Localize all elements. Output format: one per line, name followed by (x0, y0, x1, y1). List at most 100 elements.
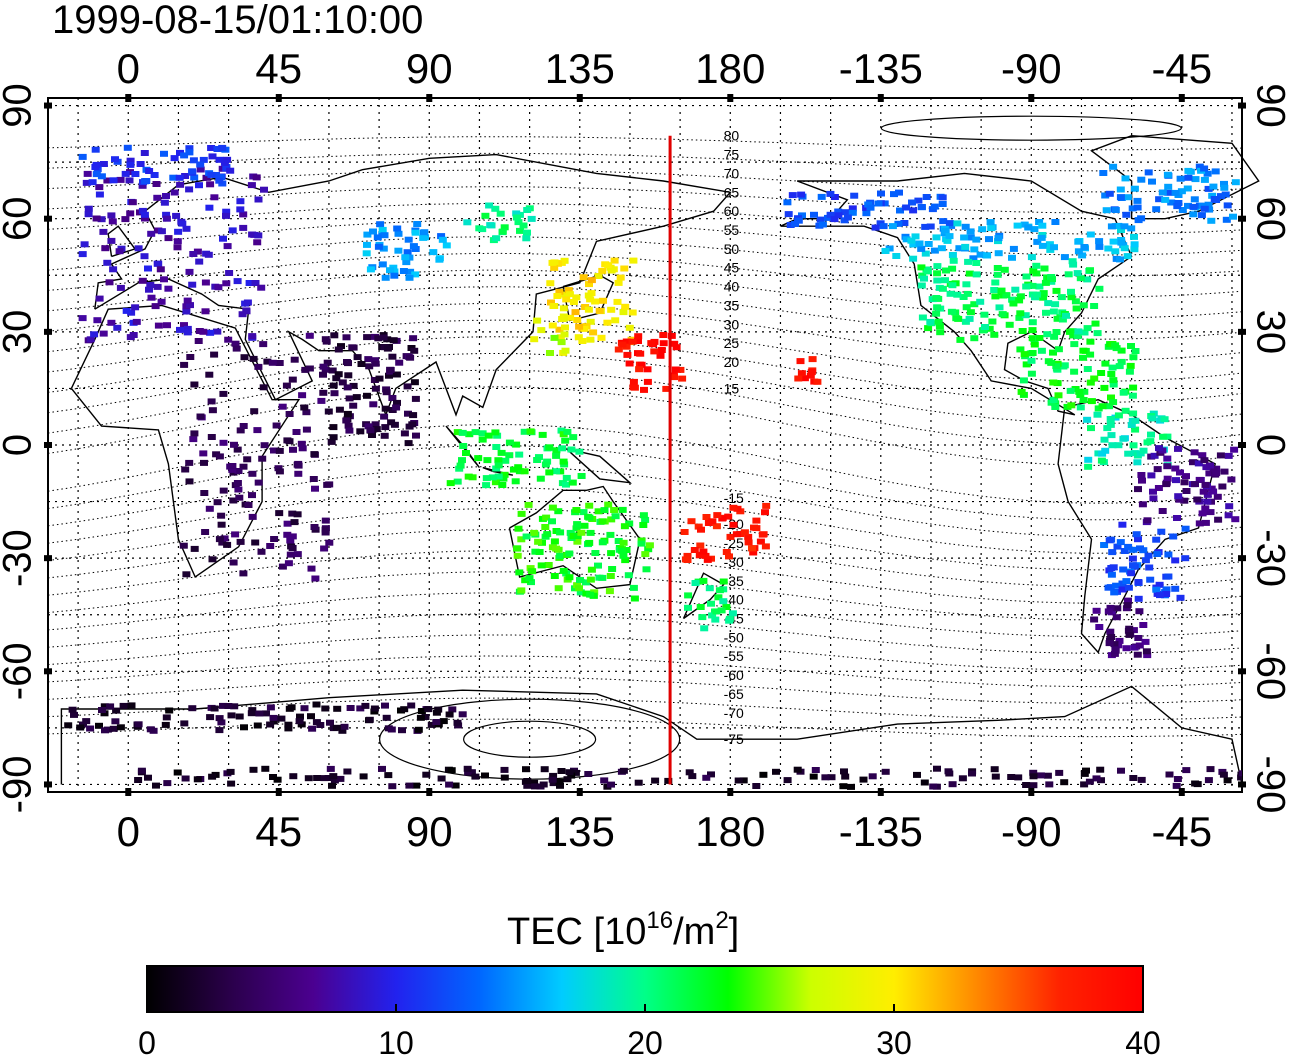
tec-data-point (183, 297, 192, 304)
tec-data-point (225, 270, 234, 276)
tec-data-point (145, 168, 154, 174)
tec-data-point (1022, 273, 1031, 280)
tec-data-point (948, 252, 957, 258)
tec-data-point (1083, 325, 1092, 332)
tec-data-point (494, 462, 503, 469)
tec-data-point (1019, 377, 1028, 384)
tec-data-point (286, 537, 295, 544)
tec-data-point (562, 481, 570, 488)
tec-data-point (1124, 584, 1133, 591)
tec-data-point (434, 706, 443, 713)
tec-data-point (194, 338, 203, 344)
tec-data-point (297, 721, 306, 728)
tec-data-point (1037, 347, 1046, 354)
tec-data-point (511, 478, 520, 485)
tec-data-point (1182, 488, 1191, 494)
tec-data-point (1164, 551, 1173, 558)
tec-data-point (807, 369, 816, 376)
tec-data-point (393, 225, 402, 232)
tec-data-point (659, 332, 668, 338)
tec-data-point (603, 319, 612, 326)
tec-data-point (565, 550, 574, 557)
tec-data-point (122, 307, 131, 314)
lon-tick-label-top: -90 (1001, 45, 1062, 92)
tec-data-point (566, 314, 575, 321)
tec-data-point (796, 358, 805, 365)
tec-data-point (1173, 776, 1182, 782)
tec-data-point (442, 242, 451, 249)
tec-data-point (585, 281, 593, 288)
tec-data-point (576, 577, 584, 583)
tec-data-point (228, 227, 237, 234)
tec-data-point (1173, 203, 1182, 210)
tec-data-point (1052, 287, 1061, 294)
tec-data-point (111, 156, 119, 163)
tec-data-point (600, 507, 609, 514)
tec-data-point (132, 318, 141, 325)
tec-data-point (97, 216, 106, 223)
tec-data-point (1038, 222, 1047, 229)
tec-data-point (1209, 183, 1218, 190)
tec-data-point (1107, 371, 1116, 377)
tec-data-point (641, 551, 650, 558)
tec-data-point (1045, 781, 1054, 788)
tec-data-point (277, 715, 286, 722)
tec-data-point (1127, 225, 1136, 232)
tec-data-point (696, 542, 705, 549)
tec-data-point (1220, 184, 1229, 191)
tec-data-point (163, 780, 172, 787)
tec-data-point (941, 228, 950, 235)
tec-data-point (1137, 176, 1146, 183)
tec-data-point (254, 479, 263, 486)
tec-data-point (310, 451, 319, 458)
tec-data-point (604, 262, 613, 269)
tec-data-point (98, 707, 106, 713)
tec-data-point (970, 301, 979, 308)
tec-data-point (381, 702, 389, 709)
tec-data-point (1115, 363, 1124, 370)
tec-data-point (147, 294, 156, 301)
tec-data-point (1053, 315, 1062, 322)
tec-data-point (333, 705, 342, 712)
tec-data-point (634, 779, 643, 786)
tec-data-point (926, 318, 935, 325)
tec-data-point (150, 172, 159, 178)
tec-data-point (744, 533, 753, 540)
tec-data-point (859, 776, 868, 783)
tec-data-point (126, 157, 135, 164)
tec-data-point (1110, 589, 1119, 596)
tec-data-point (126, 210, 135, 217)
tec-data-point (590, 589, 599, 596)
tec-data-point (254, 196, 263, 203)
tec-data-point (1198, 510, 1207, 517)
magnetic-latitude-contours: 8075706560555045403530252015-15-20-25-30… (48, 115, 1242, 780)
tec-data-point (726, 533, 735, 540)
tec-data-point (637, 361, 646, 368)
tec-data-point (1057, 294, 1066, 301)
tec-data-point (362, 250, 371, 257)
tec-data-point (1211, 168, 1220, 175)
tec-data-point (892, 253, 901, 259)
tec-data-point (690, 547, 699, 553)
tec-data-point (1129, 442, 1138, 449)
tec-data-point (1145, 564, 1154, 571)
tec-data-point (233, 278, 242, 285)
tec-data-point (365, 716, 374, 723)
tec-data-point (994, 235, 1003, 242)
tec-data-point (656, 352, 665, 359)
tec-data-point (1139, 622, 1148, 628)
tec-data-point (548, 518, 556, 525)
tec-data-point (539, 781, 548, 788)
tec-data-point (208, 556, 217, 563)
tec-data-point (921, 250, 930, 257)
tec-data-point (509, 466, 518, 473)
tec-data-point (550, 334, 559, 341)
tec-data-point (1064, 271, 1073, 278)
tec-data-point (334, 371, 343, 378)
tec-data-point (1095, 243, 1104, 250)
tec-data-point (1053, 380, 1062, 387)
tec-data-point (947, 308, 956, 315)
tec-data-point (223, 156, 232, 163)
tec-data-point (552, 545, 561, 552)
tec-data-point (126, 334, 135, 341)
